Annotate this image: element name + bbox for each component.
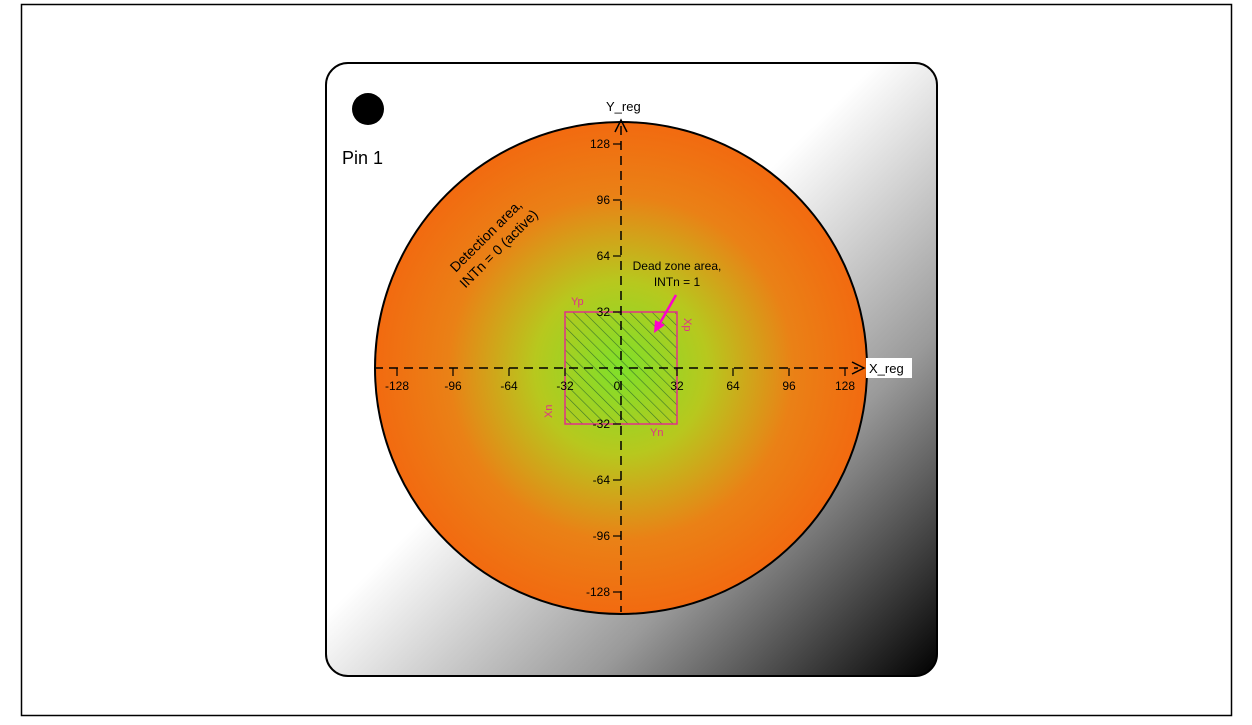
x-tick-label: 32 xyxy=(670,379,684,393)
pin1-dot xyxy=(352,93,384,125)
y-tick-label: 32 xyxy=(597,305,611,319)
edge-label-xp: Xp xyxy=(681,318,693,331)
edge-label-yp: Yp xyxy=(571,296,584,308)
y-tick-label: 128 xyxy=(590,137,610,151)
pin1-label: Pin 1 xyxy=(342,148,383,168)
dead-zone-arrow-shaft xyxy=(658,294,678,324)
y-tick-label: -96 xyxy=(593,529,611,543)
y-tick-label: 96 xyxy=(597,193,611,207)
x-tick-label: -32 xyxy=(556,379,574,393)
y-axis-label: Y_reg xyxy=(606,99,641,114)
x-tick-label: -128 xyxy=(385,379,409,393)
x-tick-label: 64 xyxy=(726,379,740,393)
x-tick-label: 0 xyxy=(614,379,621,393)
x-axis-arrowhead xyxy=(851,361,866,375)
dead-zone-line1: Dead zone area, xyxy=(633,259,722,273)
y-tick-label: 64 xyxy=(597,249,611,263)
edge-label-xn: Xn xyxy=(543,405,555,418)
x-tick-label: 128 xyxy=(835,379,855,393)
axis-ticks: -128 -96 -64 -32 0 32 64 96 128 128 96 64 32 -32 -64 -9… xyxy=(385,137,855,599)
y-axis-arrowhead xyxy=(614,118,628,133)
dead-zone-line2: INTn = 1 xyxy=(654,275,701,289)
x-tick-label: -96 xyxy=(444,379,462,393)
y-tick-label: -64 xyxy=(593,473,611,487)
x-tick-label: 96 xyxy=(782,379,796,393)
x-axis-label: X_reg xyxy=(869,361,904,376)
x-axis-label-box xyxy=(866,358,912,378)
dead-zone-arrow-head xyxy=(654,320,665,333)
y-tick-label: -32 xyxy=(593,417,611,431)
y-tick-label: -128 xyxy=(586,585,610,599)
x-tick-label: -64 xyxy=(500,379,518,393)
edge-label-yn: Yn xyxy=(650,427,663,439)
